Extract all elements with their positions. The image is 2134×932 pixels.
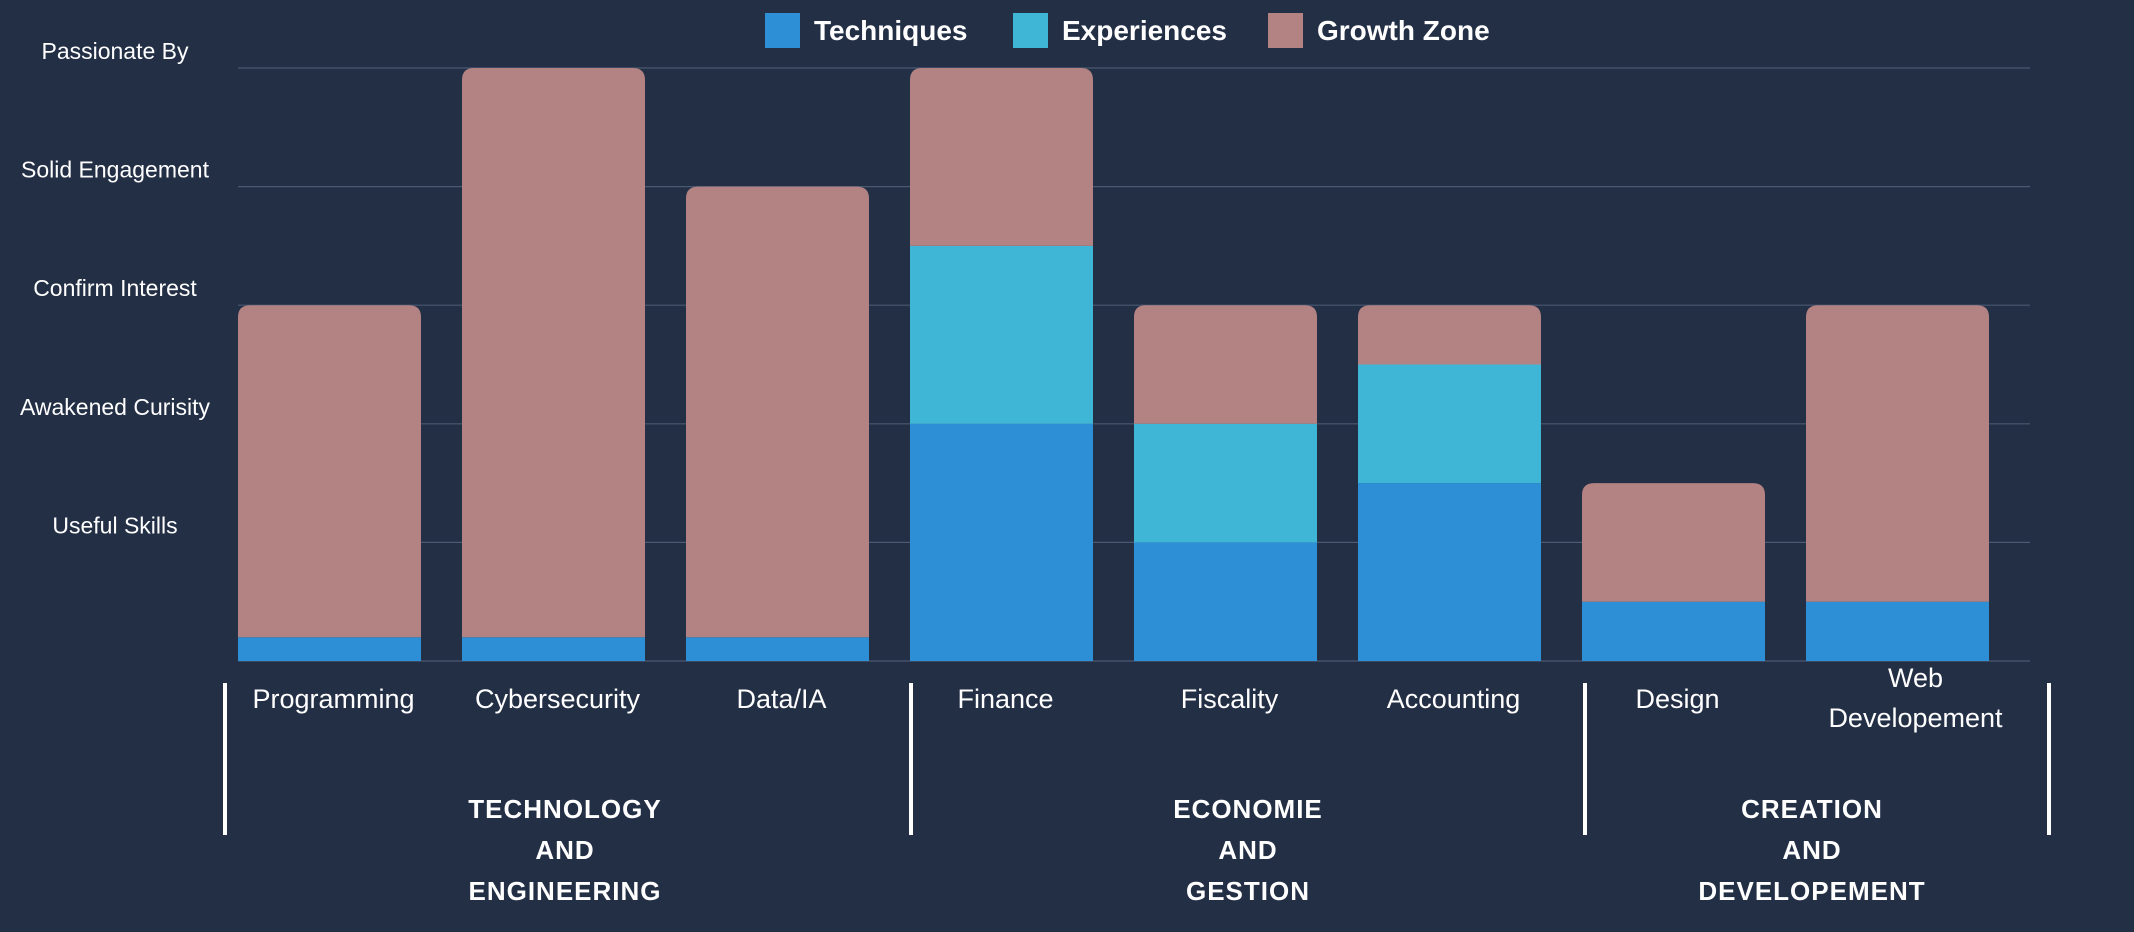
bar-design-techniques: [1582, 601, 1765, 661]
bar-finance-experiences: [910, 245, 1093, 424]
y-tick-label: Awakened Curisity: [20, 394, 211, 420]
group-label: CREATION AND DEVELOPEMENT: [1698, 794, 1925, 906]
bar-web-developement-growth-zone: [1806, 305, 1989, 602]
x-tick-label: Web Developement: [1828, 663, 2003, 733]
bar-web-developement-techniques: [1806, 601, 1989, 661]
bar-fiscality-techniques: [1134, 542, 1317, 661]
legend-label: Techniques: [814, 15, 968, 46]
bar-accounting-experiences: [1358, 364, 1541, 484]
bar-fiscality-growth-zone: [1134, 305, 1317, 424]
x-tick-label: Accounting: [1387, 684, 1521, 714]
legend-swatch: [1013, 13, 1048, 48]
y-tick-label: Useful Skills: [52, 512, 177, 538]
bar-accounting-techniques: [1358, 483, 1541, 661]
bar-fiscality-experiences: [1134, 423, 1317, 543]
bar-cybersecurity-growth-zone: [462, 68, 645, 638]
legend-item-growth-zone: Growth Zone: [1268, 13, 1490, 48]
y-tick-label: Passionate By: [41, 38, 189, 64]
bar-finance-techniques: [910, 423, 1093, 661]
bar-finance-growth-zone: [910, 68, 1093, 246]
bar-programming-growth-zone: [238, 305, 421, 638]
x-tick-label: Design: [1635, 684, 1719, 714]
x-tick-label: Cybersecurity: [475, 684, 641, 714]
bar-programming-techniques: [238, 637, 421, 661]
x-tick-label: Finance: [957, 684, 1053, 714]
bars: [238, 68, 1989, 661]
y-tick-label: Solid Engagement: [21, 157, 210, 183]
bar-data-ia-techniques: [686, 637, 869, 661]
legend: Techniques Experiences Growth Zone: [765, 13, 1490, 48]
legend-label: Experiences: [1062, 15, 1227, 46]
legend-item-experiences: Experiences: [1013, 13, 1227, 48]
legend-swatch: [765, 13, 800, 48]
category-groups: TECHNOLOGY AND ENGINEERING ECONOMIE AND GESTI…: [223, 683, 2051, 906]
y-tick-label: Confirm Interest: [33, 275, 197, 301]
legend-item-techniques: Techniques: [765, 13, 968, 48]
x-tick-label: Data/IA: [736, 684, 826, 714]
group-label: TECHNOLOGY AND ENGINEERING: [468, 794, 661, 906]
bar-data-ia-growth-zone: [686, 186, 869, 638]
x-tick-label: Programming: [252, 684, 414, 714]
group-label: ECONOMIE AND GESTION: [1173, 794, 1323, 906]
legend-label: Growth Zone: [1317, 15, 1490, 46]
y-axis-tick-labels: Useful Skills Awakened Curisity Confirm In…: [20, 38, 211, 538]
bar-cybersecurity-techniques: [462, 637, 645, 661]
x-tick-label: Fiscality: [1181, 684, 1279, 714]
x-axis-tick-labels: Programming Cybersecurity Data/IA Finance Fi…: [252, 663, 2003, 733]
bar-accounting-growth-zone: [1358, 305, 1541, 365]
bar-design-growth-zone: [1582, 483, 1765, 602]
legend-swatch: [1268, 13, 1303, 48]
